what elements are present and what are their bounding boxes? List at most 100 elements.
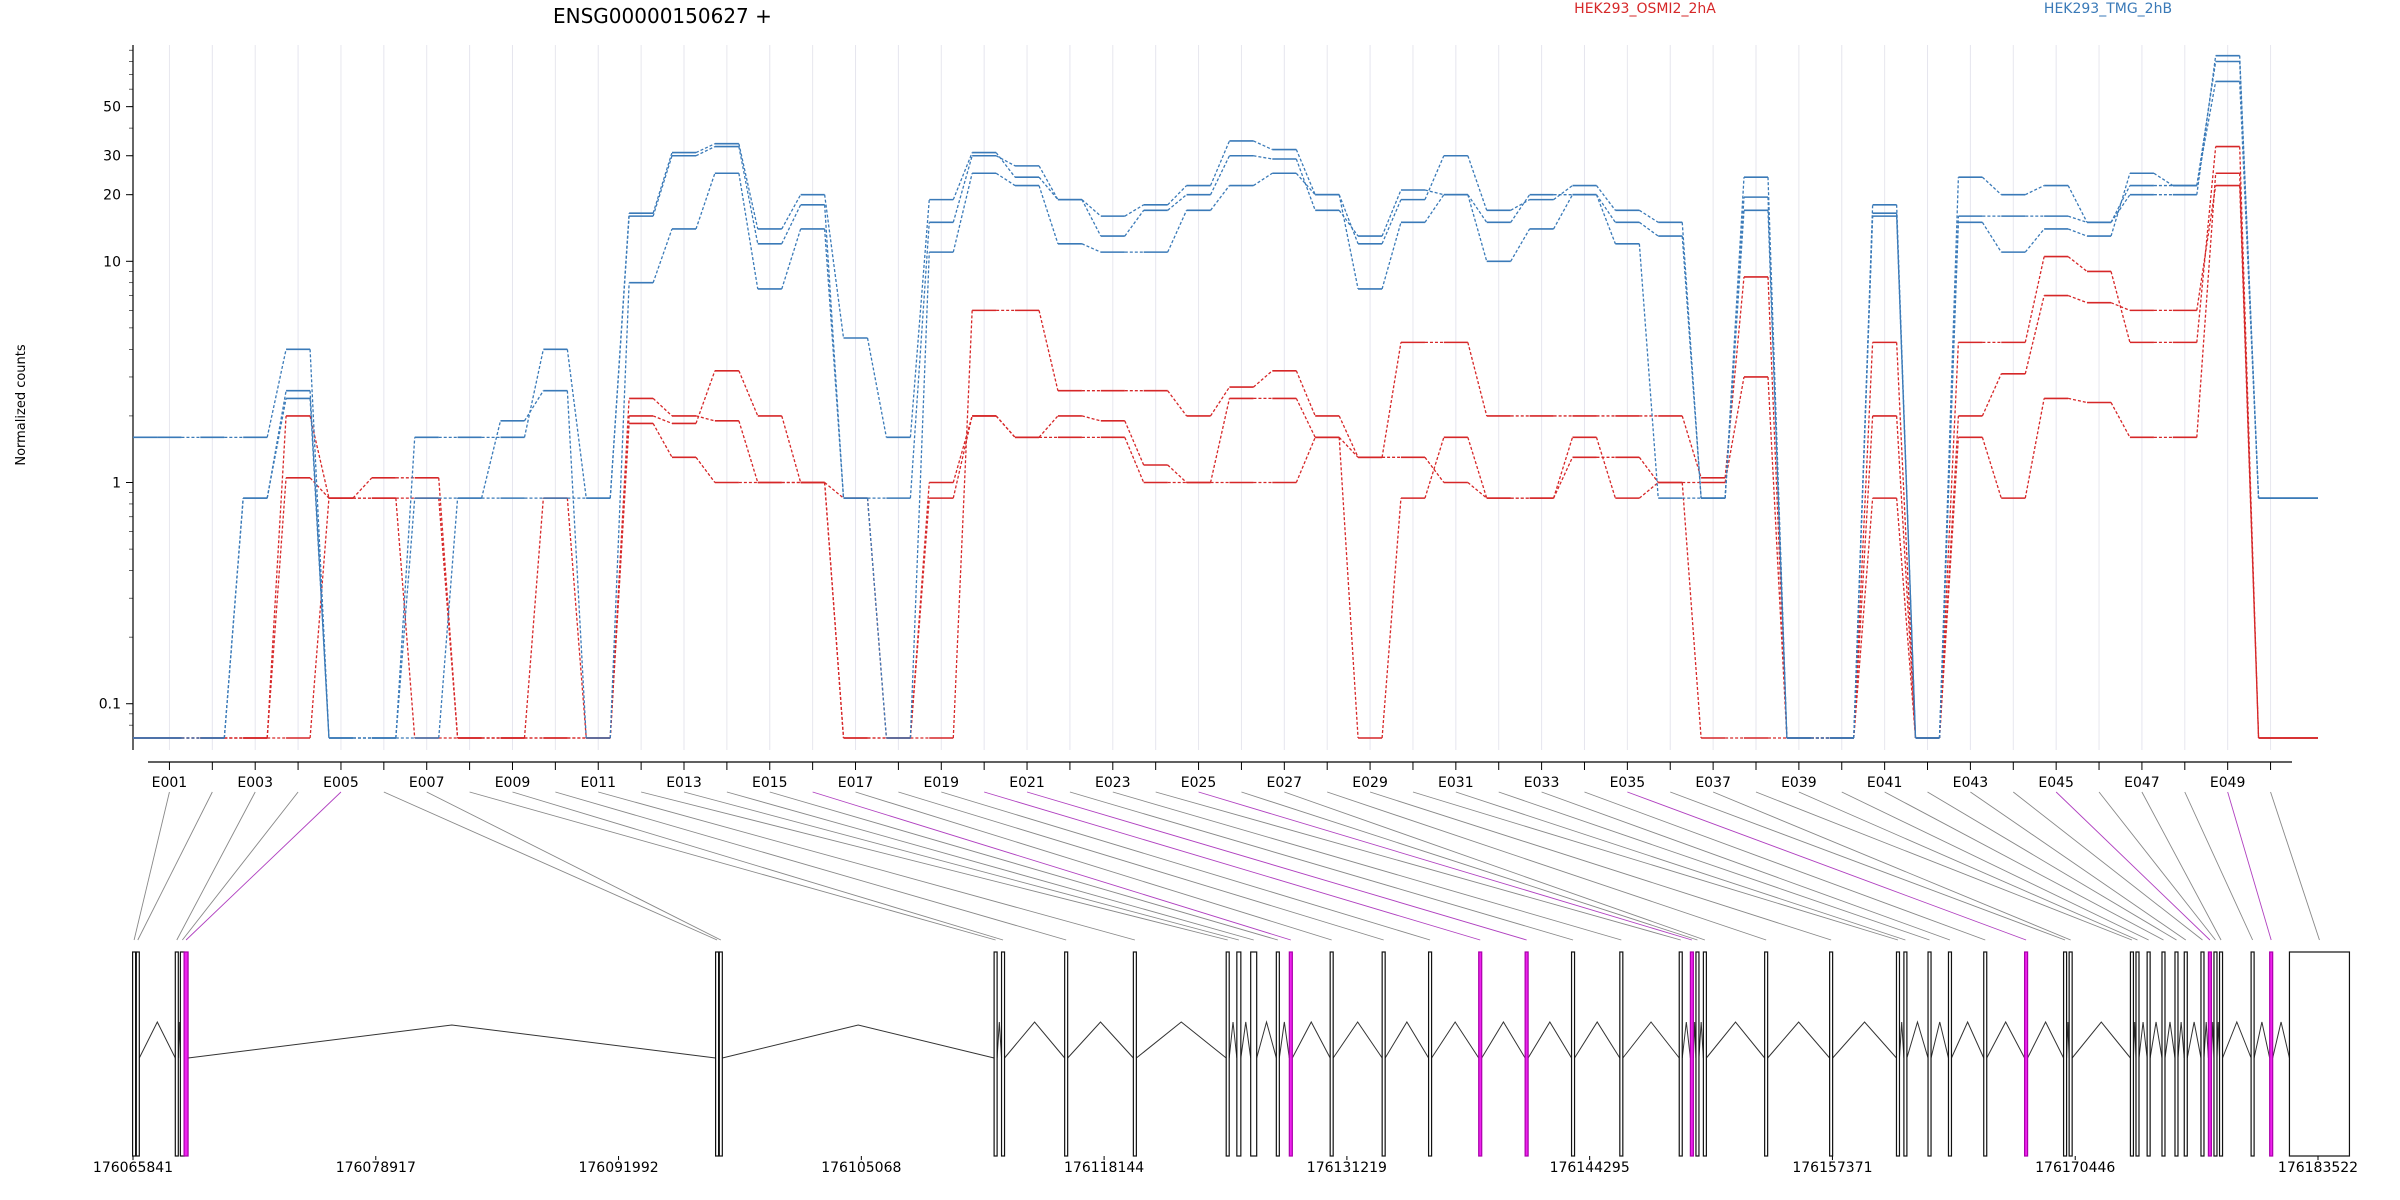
series-segment — [1510, 199, 1530, 211]
exon-connector — [1927, 791, 2177, 941]
series-segment — [1167, 210, 1188, 253]
exon-connector — [512, 791, 1004, 941]
series-segment — [309, 398, 330, 739]
x-tick-label: E035 — [1610, 775, 1646, 791]
series-segment — [395, 437, 416, 739]
coord-tick-label: 176065841 — [93, 1160, 173, 1176]
exon-box — [1381, 951, 1386, 1157]
intron-line — [1527, 1021, 1572, 1059]
series-segment — [1853, 213, 1874, 739]
x-tick-label: E023 — [1095, 775, 1131, 791]
exon-box — [1927, 951, 1932, 1157]
series-segment — [2025, 184, 2045, 196]
series-segment — [609, 423, 630, 739]
exon-box — [2207, 951, 2213, 1157]
x-tick-label: E007 — [409, 775, 445, 791]
series-segment — [1295, 437, 1316, 483]
series-segment — [2067, 256, 2088, 272]
intron-line — [996, 1021, 1003, 1059]
exon-connectors — [133, 791, 2320, 941]
exon-connector — [898, 791, 1384, 941]
intron-line — [2071, 1021, 2131, 1059]
x-tick-label: E033 — [1524, 775, 1560, 791]
series-segment — [523, 349, 544, 438]
exon-box — [1983, 951, 1988, 1157]
intron-line — [1256, 1020, 1277, 1059]
series-segment — [1424, 155, 1445, 200]
x-tick-label: E005 — [323, 775, 359, 791]
exon-box — [1000, 951, 1006, 1157]
series-segment — [1209, 155, 1231, 195]
exon-box — [1329, 951, 1334, 1157]
series-segment — [738, 146, 759, 244]
x-tick-label: E015 — [752, 775, 788, 791]
series-segment — [1938, 437, 1960, 739]
exon-connector — [1069, 791, 1574, 941]
series-segment — [1081, 243, 1102, 253]
exon-connector — [769, 791, 1278, 941]
series-segment — [1124, 420, 1145, 466]
exon-box — [1689, 951, 1694, 1157]
exon-box — [2062, 951, 2068, 1157]
series-segment — [1638, 243, 1659, 499]
series-segment — [695, 370, 716, 424]
chart-title: ENSG00000150627 + — [553, 4, 772, 28]
series-segment — [652, 228, 673, 283]
series-segment — [1209, 140, 1231, 186]
series-segment — [652, 423, 673, 458]
series-segment — [1938, 415, 1960, 739]
exon-connector — [383, 791, 718, 941]
intron-line — [722, 1024, 995, 1059]
series-segment — [695, 146, 716, 157]
series-segment — [266, 349, 287, 438]
series-segment — [1853, 415, 1874, 739]
intron-line — [2164, 1021, 2176, 1059]
exon-box — [2218, 951, 2224, 1157]
series-segment — [1381, 222, 1402, 290]
data-series — [133, 54, 2318, 739]
series-segment — [1295, 158, 1316, 211]
exon-box — [1275, 951, 1280, 1157]
series-segment — [823, 204, 845, 499]
series-segment — [2110, 194, 2131, 223]
intron-line — [1004, 1021, 1066, 1059]
x-tick-label: E003 — [237, 775, 273, 791]
series-segment — [781, 228, 802, 290]
x-tick-label: E041 — [1867, 775, 1903, 791]
series-segment — [2110, 173, 2131, 237]
series-segment — [995, 415, 1016, 438]
series-segment — [266, 390, 287, 499]
series-segment — [1595, 437, 1616, 499]
exon-box — [1702, 951, 1707, 1157]
series-segment — [1167, 464, 1187, 483]
intron-line — [1136, 1021, 1227, 1059]
series-segment — [2067, 215, 2088, 223]
y-tick-label: 0.1 — [99, 697, 121, 713]
coord-tick-label: 176131219 — [1307, 1160, 1387, 1176]
exon-box — [2213, 951, 2218, 1157]
series-segment — [1381, 199, 1402, 245]
exon-box — [1570, 951, 1576, 1157]
series-segment — [266, 477, 287, 739]
exon-box — [1288, 951, 1293, 1157]
series-segment — [1167, 390, 1188, 417]
series-segment — [566, 390, 587, 739]
series-segment — [824, 482, 844, 499]
intron-line — [1384, 1021, 1430, 1059]
exon-box — [1947, 951, 1953, 1157]
intron-line — [2222, 1020, 2252, 1059]
coord-tick-label: 176105068 — [821, 1160, 901, 1176]
exon-box — [718, 951, 723, 1157]
exon-box — [1225, 951, 1230, 1157]
series-segment — [952, 415, 973, 499]
intron-line — [1986, 1020, 2026, 1059]
legend-label-osmi2: HEK293_OSMI2_2hA — [1574, 1, 1716, 17]
x-tick-label: E045 — [2038, 775, 2074, 791]
series-segment — [952, 152, 973, 200]
series-segment — [1167, 185, 1188, 206]
series-segment — [1467, 194, 1488, 262]
y-tick-label: 10 — [103, 254, 121, 270]
series-segment — [738, 420, 759, 483]
exon-connector — [1198, 791, 1693, 941]
